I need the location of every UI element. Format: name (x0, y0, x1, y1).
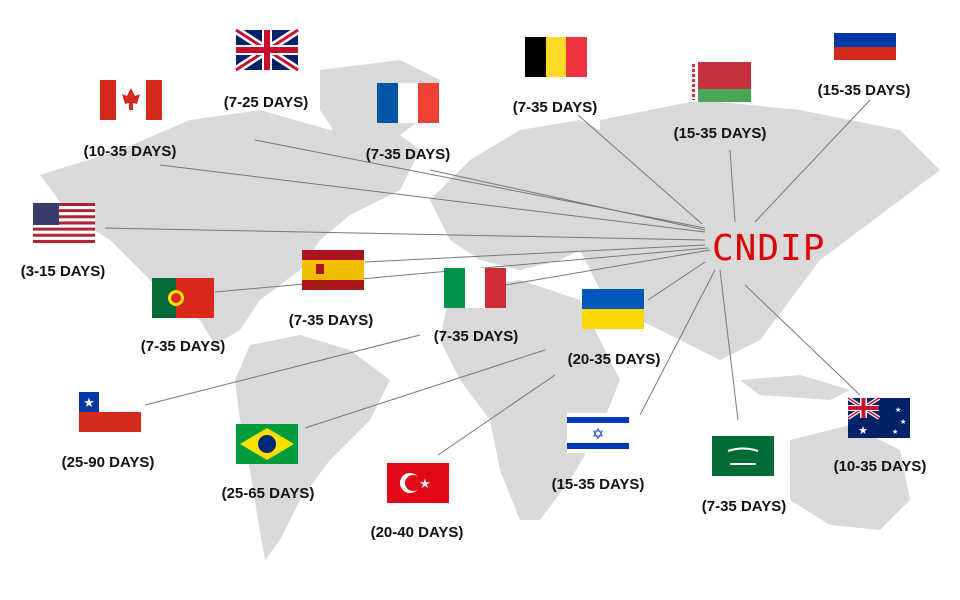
route-line (647, 261, 706, 301)
usa-flag-icon (33, 203, 95, 243)
africa (440, 280, 620, 520)
svg-text:★: ★ (900, 418, 906, 426)
ukraine-flag-icon (582, 289, 644, 329)
route-line (429, 169, 706, 231)
delivery-time-label: (7-35 DAYS) (433, 328, 519, 345)
svg-text:✡: ✡ (592, 426, 605, 443)
route-line (104, 227, 706, 241)
delivery-time-label: (20-35 DAYS) (567, 351, 661, 368)
brazil-flag-icon (236, 424, 298, 464)
indonesia (740, 375, 850, 400)
portugal-flag-icon (152, 278, 214, 318)
uk-flag-icon (233, 26, 301, 74)
delivery-time-label: (7-35 DAYS) (701, 498, 787, 515)
belgium-flag-icon (525, 37, 587, 77)
delivery-time-label: (7-35 DAYS) (365, 146, 451, 163)
delivery-time-label: (7-35 DAYS) (140, 338, 226, 355)
delivery-time-label: (15-35 DAYS) (817, 82, 911, 99)
svg-text:★: ★ (895, 406, 901, 414)
svg-text:★: ★ (892, 428, 898, 436)
italy-flag-icon (444, 268, 506, 308)
israel-flag-icon: ✡ (567, 413, 629, 453)
delivery-time-label: (15-35 DAYS) (551, 476, 645, 493)
svg-text:★: ★ (419, 476, 431, 491)
route-lines (104, 99, 871, 456)
delivery-time-label: (7-25 DAYS) (223, 94, 309, 111)
delivery-time-label: (10-35 DAYS) (83, 143, 177, 160)
route-line (159, 164, 706, 233)
route-line (754, 99, 871, 223)
svg-text:★: ★ (83, 395, 95, 410)
delivery-time-label: (10-35 DAYS) (833, 458, 927, 475)
hub-label: CNDIP (712, 228, 826, 269)
delivery-time-label: (15-35 DAYS) (673, 125, 767, 142)
belarus-flag-icon (689, 62, 751, 102)
svg-text:★: ★ (858, 425, 868, 437)
delivery-time-label: (7-35 DAYS) (512, 99, 598, 116)
france-flag-icon (377, 83, 439, 123)
continents (40, 60, 940, 560)
chile-flag-icon: ★ (79, 392, 141, 432)
route-line (505, 249, 711, 286)
delivery-time-label: (20-40 DAYS) (370, 524, 464, 541)
delivery-time-label: (25-90 DAYS) (61, 454, 155, 471)
route-line (364, 244, 706, 263)
saudi-arabia-flag-icon (712, 436, 774, 476)
north-america (40, 110, 420, 345)
route-line (144, 334, 421, 406)
flags: ★★✡ ★★★★ (33, 20, 910, 503)
delivery-time-label: (3-15 DAYS) (20, 263, 106, 280)
route-line (437, 374, 556, 456)
australia (790, 425, 910, 530)
russia-flag-icon (834, 20, 896, 60)
route-line (729, 149, 736, 223)
australia-flag-icon: ★★★★ (846, 396, 910, 438)
delivery-time-label: (25-65 DAYS) (221, 485, 315, 502)
asia (580, 100, 940, 360)
spain-flag-icon (302, 250, 364, 290)
route-line (744, 284, 861, 396)
route-line (719, 269, 739, 421)
turkey-flag-icon: ★ (387, 463, 449, 503)
delivery-time-label: (7-35 DAYS) (288, 312, 374, 329)
route-line (304, 349, 546, 429)
route-line (577, 114, 703, 225)
canada-flag-icon (100, 80, 162, 120)
south-america (235, 335, 390, 560)
route-line (639, 269, 716, 416)
